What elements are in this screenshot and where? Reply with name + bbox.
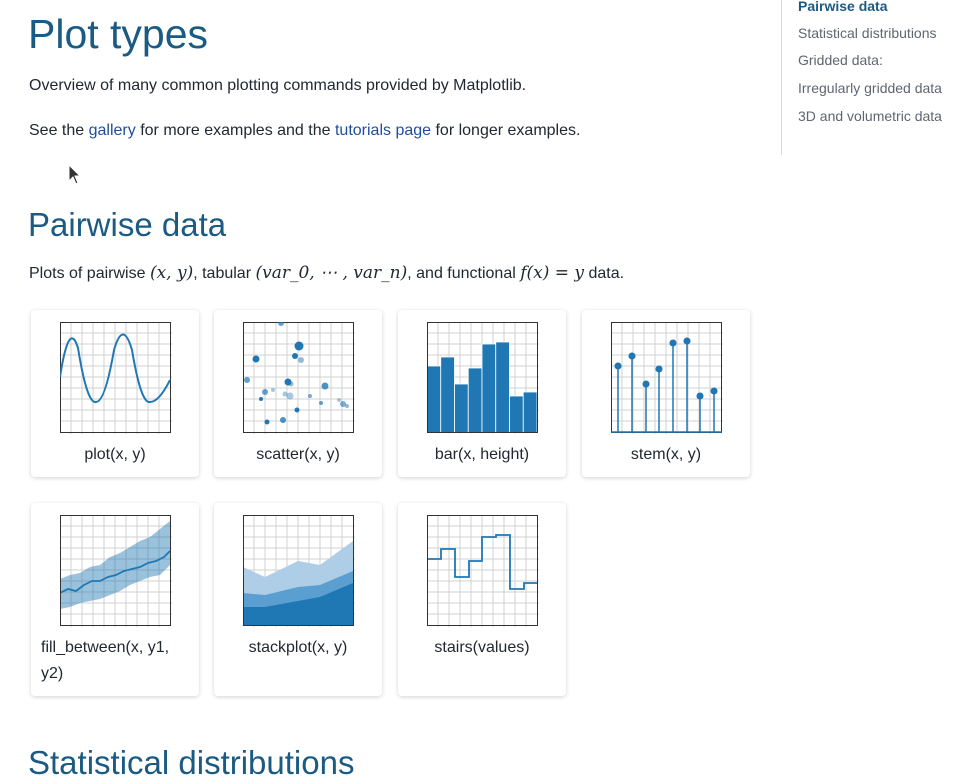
stem-caption[interactable]: stem(x, y) (630, 446, 702, 463)
fill-between-card[interactable]: fill_between(x, y1, y2) (31, 503, 199, 696)
desc-suffix: data. (584, 265, 625, 282)
desc-prefix: Plots of pairwise (29, 265, 150, 282)
page-toc: Pairwise data Statistical distributions … (781, 0, 956, 155)
see-suffix: for longer examples. (431, 122, 581, 139)
line-plot-thumbnail (60, 322, 172, 434)
stackplot-caption[interactable]: stackplot(x, y) (248, 639, 348, 656)
math-tabular: (var_0, ⋯ , var_n) (255, 263, 408, 283)
stairs-caption[interactable]: stairs(values) (434, 639, 530, 656)
desc-mid1: , tabular (193, 265, 256, 282)
scatter-caption[interactable]: scatter(x, y) (256, 446, 340, 463)
gallery-link[interactable]: gallery (88, 122, 136, 139)
toc-item-pairwise-data[interactable]: Pairwise data (798, 0, 888, 14)
page-title: Plot types (28, 11, 209, 57)
math-pairwise: (x, y) (149, 263, 194, 283)
toc-item-statistical-distributions[interactable]: Statistical distributions (798, 25, 937, 41)
toc-item-gridded-data[interactable]: Gridded data: (798, 52, 883, 68)
tutorials-link[interactable]: tutorials page (334, 122, 432, 139)
stem-card[interactable]: stem(x, y) (582, 310, 750, 477)
plot-caption[interactable]: plot(x, y) (84, 446, 146, 463)
desc-mid2: , and functional (407, 265, 521, 282)
bar-card[interactable]: bar(x, height) (398, 310, 566, 477)
fill-between-thumbnail (60, 515, 172, 627)
pairwise-description: Plots of pairwise (x, y), tabular (var_0… (29, 262, 624, 285)
bar-caption[interactable]: bar(x, height) (434, 446, 530, 463)
mouse-pointer-icon (68, 164, 82, 185)
stackplot-card[interactable]: stackplot(x, y) (214, 503, 382, 696)
pairwise-heading: Pairwise data (28, 206, 227, 243)
see-middle: for more examples and the (135, 122, 335, 139)
stairs-card[interactable]: stairs(values) (398, 503, 566, 696)
stem-plot-thumbnail (611, 322, 723, 434)
scatter-plot-thumbnail (243, 322, 355, 434)
stackplot-thumbnail (243, 515, 355, 627)
bar-chart-thumbnail (427, 322, 539, 434)
plot-card[interactable]: plot(x, y) (31, 310, 199, 477)
see-also-text: See the gallery for more examples and th… (29, 120, 580, 142)
intro-text: Overview of many common plotting command… (29, 77, 527, 94)
math-functional: f(x) = y (520, 263, 585, 283)
toc-item-3d-volumetric-data[interactable]: 3D and volumetric data (798, 108, 942, 124)
toc-item-irregularly-gridded-data[interactable]: Irregularly gridded data (798, 80, 942, 96)
see-prefix: See the (29, 122, 89, 139)
scatter-card[interactable]: scatter(x, y) (214, 310, 382, 477)
statistical-distributions-heading: Statistical distributions (28, 744, 355, 781)
stairs-plot-thumbnail (427, 515, 539, 627)
fill-between-caption[interactable]: fill_between(x, y1, y2) (41, 639, 170, 682)
